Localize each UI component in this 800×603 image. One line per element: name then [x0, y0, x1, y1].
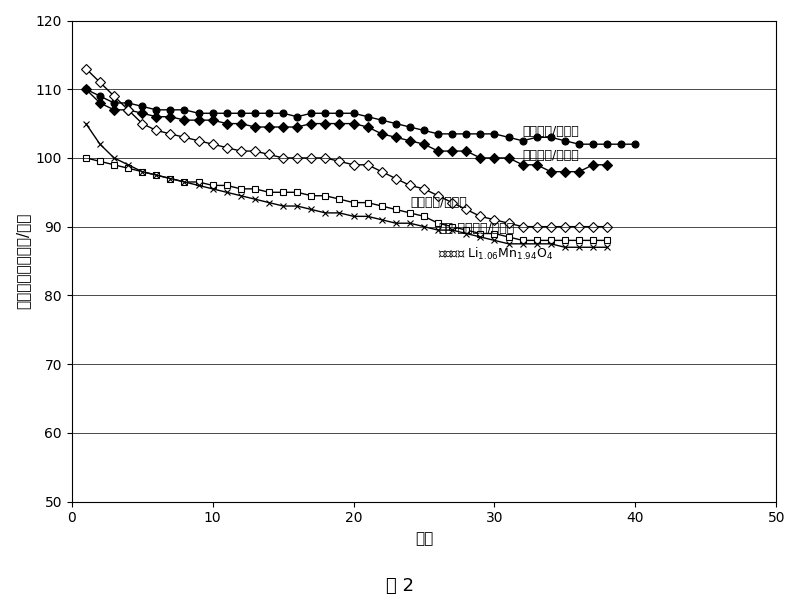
Text: 溶液涂覆/醋酸盐: 溶液涂覆/醋酸盐	[410, 196, 466, 209]
Text: 固态涂覆/醋酸盐: 固态涂覆/醋酸盐	[522, 125, 579, 138]
Text: 图 2: 图 2	[386, 577, 414, 595]
X-axis label: 循环: 循环	[415, 531, 433, 546]
Text: 未涂覆的 Li$_{1.06}$Mn$_{1.94}$O$_4$: 未涂覆的 Li$_{1.06}$Mn$_{1.94}$O$_4$	[438, 246, 554, 262]
Text: 溶胶-凝胶涂覆/醋酸盐: 溶胶-凝胶涂覆/醋酸盐	[438, 221, 514, 235]
Y-axis label: 放电容量（毫安时/克）: 放电容量（毫安时/克）	[15, 213, 30, 309]
Text: 固态涂覆/硝酸盐: 固态涂覆/硝酸盐	[522, 150, 579, 162]
